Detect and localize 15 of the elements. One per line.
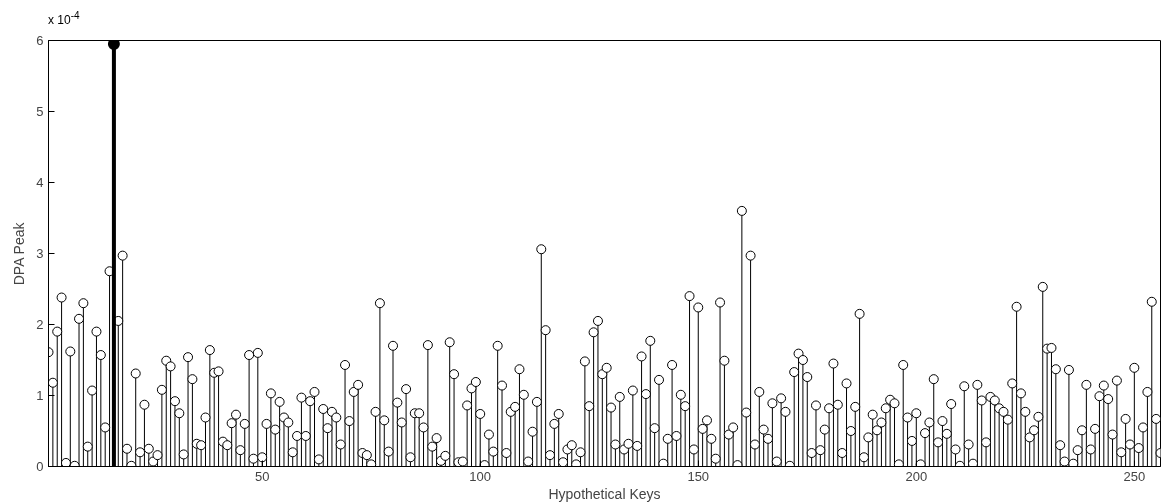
x-tick-label: 200: [905, 468, 928, 484]
y-tick-label: 2: [36, 317, 44, 332]
y-tick-label: 3: [36, 246, 44, 261]
x-tick-label: 100: [469, 468, 492, 484]
text: x 10$^{-4}$: [48, 9, 80, 27]
y-tick-label: 1: [36, 388, 44, 403]
x-tick-label: 50: [254, 468, 270, 484]
x-tick-label: 150: [687, 468, 710, 484]
y-tick-label: 4: [36, 175, 44, 190]
y-tick-label: 6: [36, 33, 44, 48]
y-tick-label: 0: [36, 459, 44, 474]
y-tick-label: 5: [36, 104, 44, 119]
y-axis-title: DPA Peak: [11, 221, 28, 286]
x-tick-label: 250: [1123, 468, 1146, 484]
x-axis-title: Hypothetical Keys: [548, 485, 661, 502]
